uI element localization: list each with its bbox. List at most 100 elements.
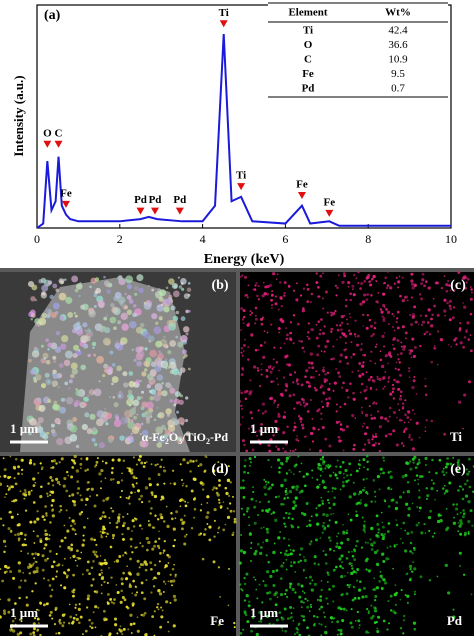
map-dot — [406, 489, 411, 494]
map-dot — [249, 313, 252, 316]
map-dot — [440, 514, 443, 517]
map-dot — [167, 555, 171, 559]
map-dot — [267, 508, 271, 511]
map-dot — [304, 597, 307, 601]
map-dot — [258, 583, 261, 586]
map-dot — [452, 503, 455, 506]
map-dot — [310, 328, 314, 332]
particle — [177, 276, 180, 279]
particle — [40, 382, 47, 389]
map-dot — [243, 599, 247, 602]
map-dot — [456, 513, 459, 516]
map-dot — [410, 438, 413, 441]
map-dot — [382, 318, 386, 323]
map-dot — [167, 630, 170, 633]
map-dot — [445, 289, 449, 293]
map-dot — [469, 334, 472, 336]
map-dot — [130, 491, 133, 494]
map-dot — [385, 557, 389, 561]
map-dot — [357, 271, 360, 274]
particle — [178, 399, 184, 405]
map-dot — [402, 632, 405, 635]
map-dot — [421, 475, 424, 478]
map-dot — [153, 544, 157, 548]
map-dot — [392, 567, 394, 570]
map-dot — [90, 487, 94, 491]
map-dot — [120, 490, 123, 492]
peak-marker — [219, 20, 228, 28]
particle — [142, 331, 150, 339]
particle — [101, 326, 108, 333]
map-dot — [394, 603, 397, 606]
particle — [135, 379, 141, 384]
map-dot — [12, 576, 16, 580]
map-dot — [253, 521, 257, 525]
map-dot — [120, 479, 124, 482]
map-dot — [366, 293, 369, 296]
map-dot — [370, 526, 374, 531]
map-dot — [9, 455, 12, 458]
map-dot — [423, 332, 426, 336]
map-dot — [448, 304, 452, 308]
particle — [47, 280, 53, 285]
map-dot — [257, 438, 261, 442]
map-dot — [131, 592, 134, 595]
map-dot — [377, 531, 380, 534]
map-dot — [181, 478, 183, 481]
map-dot — [387, 380, 390, 383]
map-dot — [327, 396, 332, 400]
map-dot — [122, 537, 125, 541]
map-dot — [254, 317, 258, 321]
map-dot — [51, 577, 55, 581]
map-dot — [14, 533, 17, 537]
map-dot — [20, 610, 22, 613]
map-dot — [401, 402, 405, 405]
map-dot — [250, 629, 253, 633]
particle — [132, 312, 137, 318]
particle — [160, 303, 164, 307]
map-dot — [277, 308, 280, 311]
map-dot — [345, 531, 349, 535]
map-dot — [16, 532, 21, 536]
map-dot — [363, 466, 365, 469]
map-dot — [361, 300, 366, 304]
particle — [45, 359, 51, 365]
map-dot — [61, 613, 66, 617]
map-dot — [436, 363, 439, 366]
particle — [43, 356, 47, 360]
map-dot — [269, 396, 273, 401]
map-dot — [402, 347, 406, 351]
map-dot — [395, 501, 399, 504]
map-dot — [452, 456, 455, 459]
map-dot — [156, 606, 159, 609]
map-dot — [243, 344, 246, 347]
map-dot — [305, 283, 309, 287]
particle — [121, 323, 129, 331]
map-dot — [116, 480, 120, 485]
map-dot — [341, 567, 344, 570]
map-dot — [453, 516, 456, 519]
map-dot — [103, 558, 107, 562]
map-dot — [373, 577, 376, 580]
map-dot — [319, 386, 322, 389]
map-dot — [320, 605, 323, 609]
map-dot — [465, 468, 468, 471]
map-dot — [309, 582, 312, 585]
map-dot — [141, 613, 146, 617]
map-dot — [316, 353, 320, 357]
map-dot — [117, 458, 121, 462]
map-dot — [276, 406, 279, 409]
particle — [147, 284, 150, 287]
particle — [109, 316, 117, 324]
map-dot — [272, 511, 276, 515]
map-dot — [70, 543, 74, 547]
map-dot — [64, 536, 67, 540]
map-dot — [85, 497, 89, 501]
particle — [130, 419, 134, 423]
particle — [153, 326, 162, 335]
map-dot — [462, 509, 465, 512]
map-dot — [36, 534, 40, 538]
map-dot — [248, 457, 252, 461]
map-dot — [449, 307, 453, 311]
map-dot — [64, 572, 67, 575]
